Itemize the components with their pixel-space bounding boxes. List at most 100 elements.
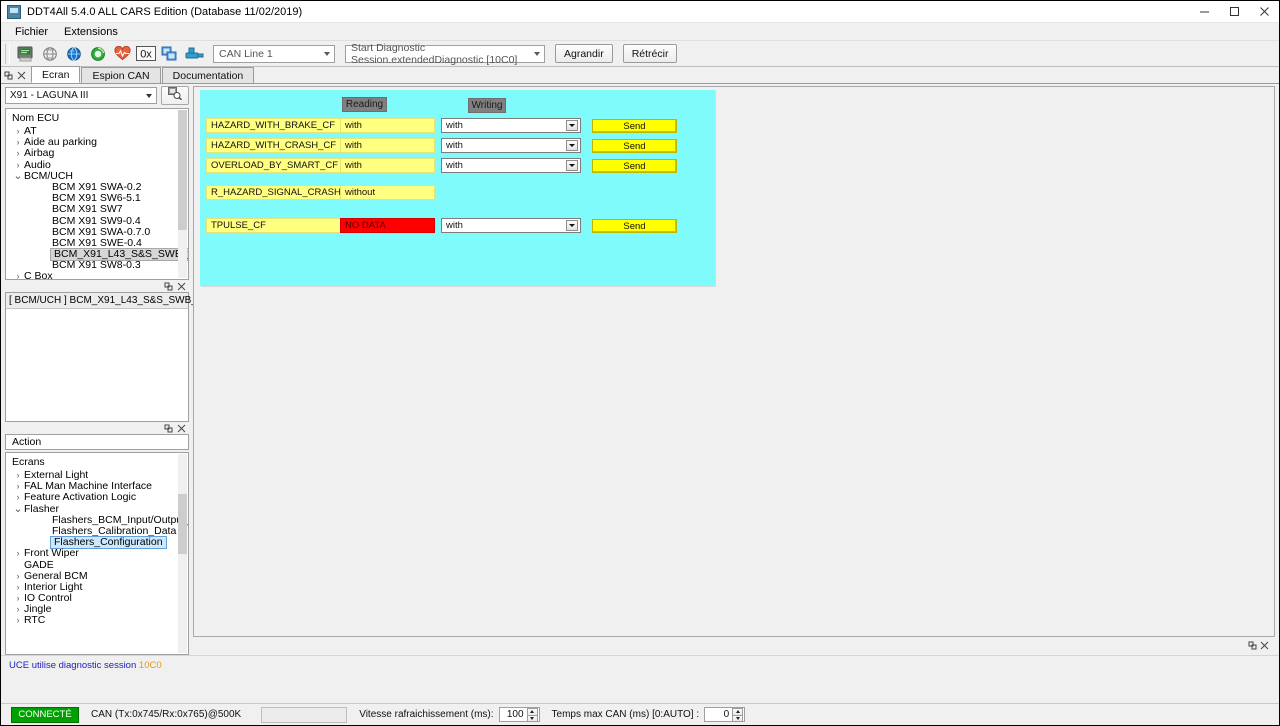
- action-tree[interactable]: Ecrans › External Light › FAL Man Machine I…: [5, 452, 189, 655]
- diagnostic-session-select[interactable]: Start Diagnostic Session.extendedDiagnos…: [345, 42, 545, 66]
- chevron-right-icon[interactable]: ›: [16, 470, 20, 480]
- param-write-select[interactable]: with: [441, 118, 581, 133]
- ecu-tree-item[interactable]: › Airbag: [6, 148, 188, 159]
- chevron-down-icon[interactable]: ⌄: [13, 170, 23, 183]
- ecu-tree-item[interactable]: BCM X91 SW8-0.3: [6, 260, 188, 271]
- param-write-select[interactable]: with: [441, 138, 581, 153]
- maximize-button[interactable]: [1219, 1, 1249, 23]
- param-write-select[interactable]: with: [441, 218, 581, 233]
- can-timeout-stepper[interactable]: 0: [704, 707, 746, 722]
- search-ecu-button[interactable]: [161, 86, 189, 105]
- action-tree-item[interactable]: ⌄ Flasher: [6, 503, 188, 516]
- chevron-right-icon[interactable]: ›: [16, 593, 20, 604]
- action-tree-item[interactable]: › Interior Light: [6, 581, 188, 593]
- close-icon[interactable]: [176, 281, 186, 291]
- tab-documentation[interactable]: Documentation: [161, 67, 255, 83]
- tab-ecran[interactable]: Ecran: [31, 66, 81, 83]
- send-button[interactable]: Send: [592, 139, 677, 153]
- chevron-right-icon[interactable]: ›: [16, 126, 20, 136]
- chevron-right-icon[interactable]: ›: [16, 271, 20, 280]
- action-tree-item[interactable]: › IO Control: [6, 592, 188, 604]
- connector-plug-icon[interactable]: [183, 43, 205, 65]
- chevron-down-icon[interactable]: ⌄: [13, 503, 23, 516]
- action-tree-item[interactable]: › External Light: [6, 469, 188, 481]
- ecu-scan-icon[interactable]: [15, 43, 37, 65]
- pin-icon[interactable]: [163, 423, 173, 433]
- hex-0x-icon[interactable]: 0x: [135, 43, 157, 65]
- blue-sphere-icon[interactable]: [63, 43, 85, 65]
- action-tree-item[interactable]: Flashers_Configuration: [6, 536, 188, 550]
- heartbeat-icon[interactable]: [111, 43, 133, 65]
- chevron-right-icon[interactable]: ›: [16, 570, 20, 581]
- action-tree-item-label: Flashers_Calibration_Data: [52, 524, 177, 537]
- action-tree-item[interactable]: Flashers_BCM_Input/Output_Status: [6, 514, 188, 526]
- ecu-tree-item[interactable]: › Aide au parking: [6, 136, 188, 148]
- chevron-right-icon[interactable]: ›: [16, 481, 20, 492]
- chevron-right-icon[interactable]: ›: [16, 548, 20, 559]
- chevron-right-icon[interactable]: ›: [16, 604, 20, 615]
- spin-up-button[interactable]: [732, 707, 744, 715]
- ecu-tree-item[interactable]: BCM X91 SW7: [6, 204, 188, 215]
- action-tree-scrollbar[interactable]: [178, 454, 187, 653]
- ecu-tree-item[interactable]: BCM X91 SW9-0.4: [6, 215, 188, 227]
- ecu-tree-scrollbar[interactable]: [178, 110, 187, 278]
- chevron-down-icon[interactable]: [566, 220, 578, 231]
- refresh-rate-stepper[interactable]: 100: [498, 707, 540, 722]
- spin-down-button[interactable]: [526, 714, 538, 722]
- ecu-tree-item[interactable]: ⌄ BCM/UCH: [6, 170, 188, 183]
- ecu-tree-item[interactable]: BCM X91 SWA-0.2: [6, 181, 188, 193]
- send-button[interactable]: Send: [592, 119, 677, 133]
- chevron-right-icon[interactable]: ›: [16, 581, 20, 592]
- ecu-tree-item[interactable]: BCM X91 SWE-0.4: [6, 237, 188, 249]
- pin-icon[interactable]: [1248, 637, 1257, 655]
- close-icon[interactable]: [1260, 637, 1269, 655]
- action-tree-item[interactable]: › Jingle: [6, 604, 188, 615]
- expand-button[interactable]: Agrandir: [555, 44, 613, 63]
- ecu-tree[interactable]: Nom ECU › AT › Aide au parking › Airbag › Audio…: [5, 108, 189, 280]
- spin-down-button[interactable]: [732, 714, 744, 722]
- action-tree-item[interactable]: › FAL Man Machine Interface: [6, 480, 188, 493]
- action-tree-item[interactable]: GADE: [6, 559, 188, 571]
- globe-network-icon[interactable]: [39, 43, 61, 65]
- param-write-select[interactable]: with: [441, 158, 581, 173]
- close-icon[interactable]: [176, 423, 186, 433]
- green-refresh-icon[interactable]: [87, 43, 109, 65]
- chevron-down-icon[interactable]: [566, 140, 578, 151]
- pin-icon[interactable]: [3, 70, 14, 81]
- tab-espion-can[interactable]: Espion CAN: [81, 67, 161, 83]
- action-tree-item-label: FAL Man Machine Interface: [24, 480, 153, 493]
- ecu-tree-item[interactable]: › AT: [6, 125, 188, 137]
- action-tree-item[interactable]: Flashers_Calibration_Data: [6, 524, 188, 537]
- ecu-tree-item[interactable]: › C Box: [6, 271, 188, 280]
- scrollbar-thumb[interactable]: [178, 110, 187, 230]
- menu-extensions[interactable]: Extensions: [64, 25, 118, 38]
- pin-icon[interactable]: [163, 281, 173, 291]
- vehicle-select[interactable]: X91 - LAGUNA III: [5, 87, 157, 104]
- minimize-button[interactable]: [1189, 1, 1219, 23]
- chevron-down-icon[interactable]: [566, 120, 578, 131]
- scrollbar-thumb[interactable]: [178, 494, 187, 554]
- chevron-right-icon[interactable]: ›: [16, 148, 20, 159]
- chevron-down-icon[interactable]: [566, 160, 578, 171]
- shrink-button[interactable]: Rétrécir: [622, 44, 678, 63]
- send-button[interactable]: Send: [592, 219, 677, 233]
- action-tree-item[interactable]: › General BCM: [6, 570, 188, 582]
- chevron-right-icon[interactable]: ›: [16, 615, 20, 626]
- chevron-right-icon[interactable]: ›: [16, 159, 20, 170]
- ecu-tree-item[interactable]: BCM X91 SWA-0.7.0: [6, 226, 188, 238]
- chevron-right-icon[interactable]: ›: [16, 137, 20, 148]
- send-button[interactable]: Send: [592, 159, 677, 173]
- spin-up-button[interactable]: [526, 707, 538, 715]
- action-tree-item[interactable]: › Front Wiper: [6, 548, 188, 559]
- action-tree-item[interactable]: › RTC: [6, 615, 188, 626]
- action-tree-item[interactable]: › Feature Activation Logic: [6, 492, 188, 503]
- can-line-select[interactable]: CAN Line 1: [213, 44, 335, 63]
- ecu-tree-item[interactable]: › Audio: [6, 159, 188, 171]
- ecu-tree-item[interactable]: BCM X91 SW6-5.1: [6, 192, 188, 204]
- copy-screens-icon[interactable]: [159, 43, 181, 65]
- ecu-tree-item[interactable]: BCM_X91_L43_S&S_SWB_v1.30: [6, 248, 188, 262]
- close-panel-icon[interactable]: [16, 70, 27, 81]
- chevron-right-icon[interactable]: ›: [16, 492, 20, 503]
- close-button[interactable]: [1249, 1, 1279, 23]
- menu-fichier[interactable]: Fichier: [15, 25, 49, 38]
